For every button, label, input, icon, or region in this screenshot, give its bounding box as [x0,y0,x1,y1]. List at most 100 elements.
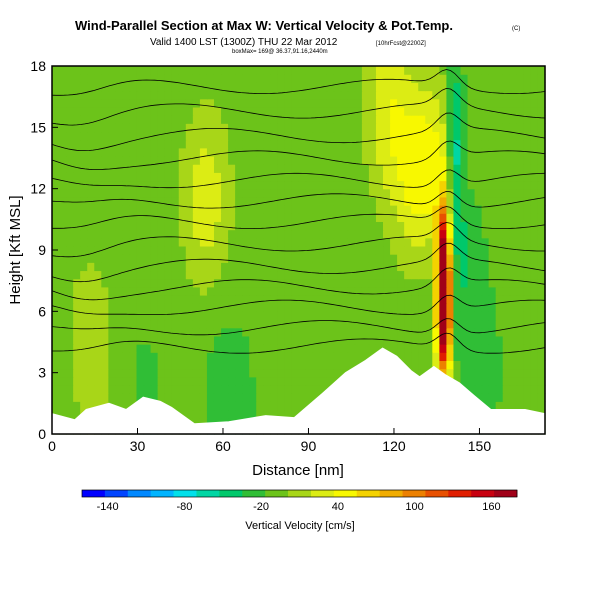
heat-cell [178,139,187,149]
heat-cell [108,270,116,280]
heat-cell [73,319,81,329]
colorbar-label: Vertical Velocity [cm/s] [245,520,354,532]
heat-cell [185,147,194,157]
heat-cell [256,311,264,321]
heat-cell [439,180,447,190]
heat-cell [213,311,222,321]
heat-cell [397,90,405,100]
heat-cell [446,139,455,149]
heat-cell [404,172,412,182]
heat-cell [488,74,497,83]
heat-cell [73,237,81,247]
heat-cell [87,221,95,231]
heat-cell [192,384,201,394]
heat-cell [425,90,433,100]
heat-cell [270,319,278,329]
heat-cell [277,303,286,312]
heat-cell [404,245,412,255]
heat-cell [523,180,532,190]
heat-cell [516,270,525,280]
heat-cell [192,262,201,272]
heat-cell [235,401,243,411]
heat-cell [192,319,201,329]
heat-cell [284,237,293,247]
heat-cell [375,74,384,83]
heat-cell [467,131,476,141]
heat-cell [319,278,328,288]
heat-cell [206,66,215,75]
heat-cell [221,237,229,247]
heat-cell [509,164,518,173]
heat-cell [122,155,131,165]
heat-cell [397,229,405,239]
heat-cell [340,155,349,165]
heat-cell [425,294,433,304]
heat-cell [263,172,271,182]
heat-cell [411,82,419,92]
heat-cell [157,196,166,206]
heat-cell [537,262,546,272]
heat-cell [129,155,138,165]
heat-cell [326,188,335,198]
heat-cell [66,360,74,370]
heat-cell [305,270,314,280]
heat-cell [87,115,95,124]
heat-cell [228,180,236,190]
heat-cell [319,352,328,361]
heat-cell [171,221,180,231]
heat-cell [87,131,95,141]
heat-cell [488,286,497,296]
heat-cell [80,327,88,337]
heat-cell [213,147,222,157]
heat-cell [502,368,511,378]
heat-cell [213,409,222,419]
heat-cell [460,106,469,116]
heat-cell [488,139,497,149]
heat-cell [129,376,138,386]
heat-cell [143,311,152,321]
heat-cell [150,74,159,83]
heat-cell [171,278,180,288]
heat-cell [284,139,293,149]
heat-cell [333,123,342,133]
heat-cell [530,139,539,149]
heat-cell [418,294,426,304]
heat-cell [375,106,384,116]
heat-cell [59,262,67,272]
heat-cell [305,352,314,361]
heat-cell [242,221,250,231]
heat-cell [178,262,187,272]
heat-cell [73,196,81,206]
colorbar-swatch [494,490,518,497]
heat-cell [164,90,173,100]
heat-cell [361,245,370,255]
heat-cell [164,155,173,165]
heat-cell [206,188,215,198]
heat-cell [122,139,131,149]
heat-cell [206,123,215,133]
heat-cell [333,344,342,353]
heat-cell [509,360,518,370]
heat-cell [375,90,384,100]
heat-cell [305,115,314,124]
heat-cell [277,278,286,288]
heat-cell [143,344,152,353]
heat-cell [326,286,335,296]
heat-cell [143,66,152,75]
heat-cell [263,311,271,321]
heat-cell [383,74,391,83]
heat-cell [199,254,208,263]
heat-cell [52,294,60,304]
heat-cell [404,270,412,280]
colorbar-frame [81,489,518,498]
heat-cell [390,344,398,353]
heat-cell [73,344,81,353]
heat-cell [235,270,243,280]
heat-cell [143,221,152,231]
heat-cell [390,229,398,239]
heat-cell [432,221,440,231]
heat-cell [291,401,300,411]
heat-cell [347,254,356,263]
heat-cell [488,311,497,321]
heat-cell [537,319,546,329]
